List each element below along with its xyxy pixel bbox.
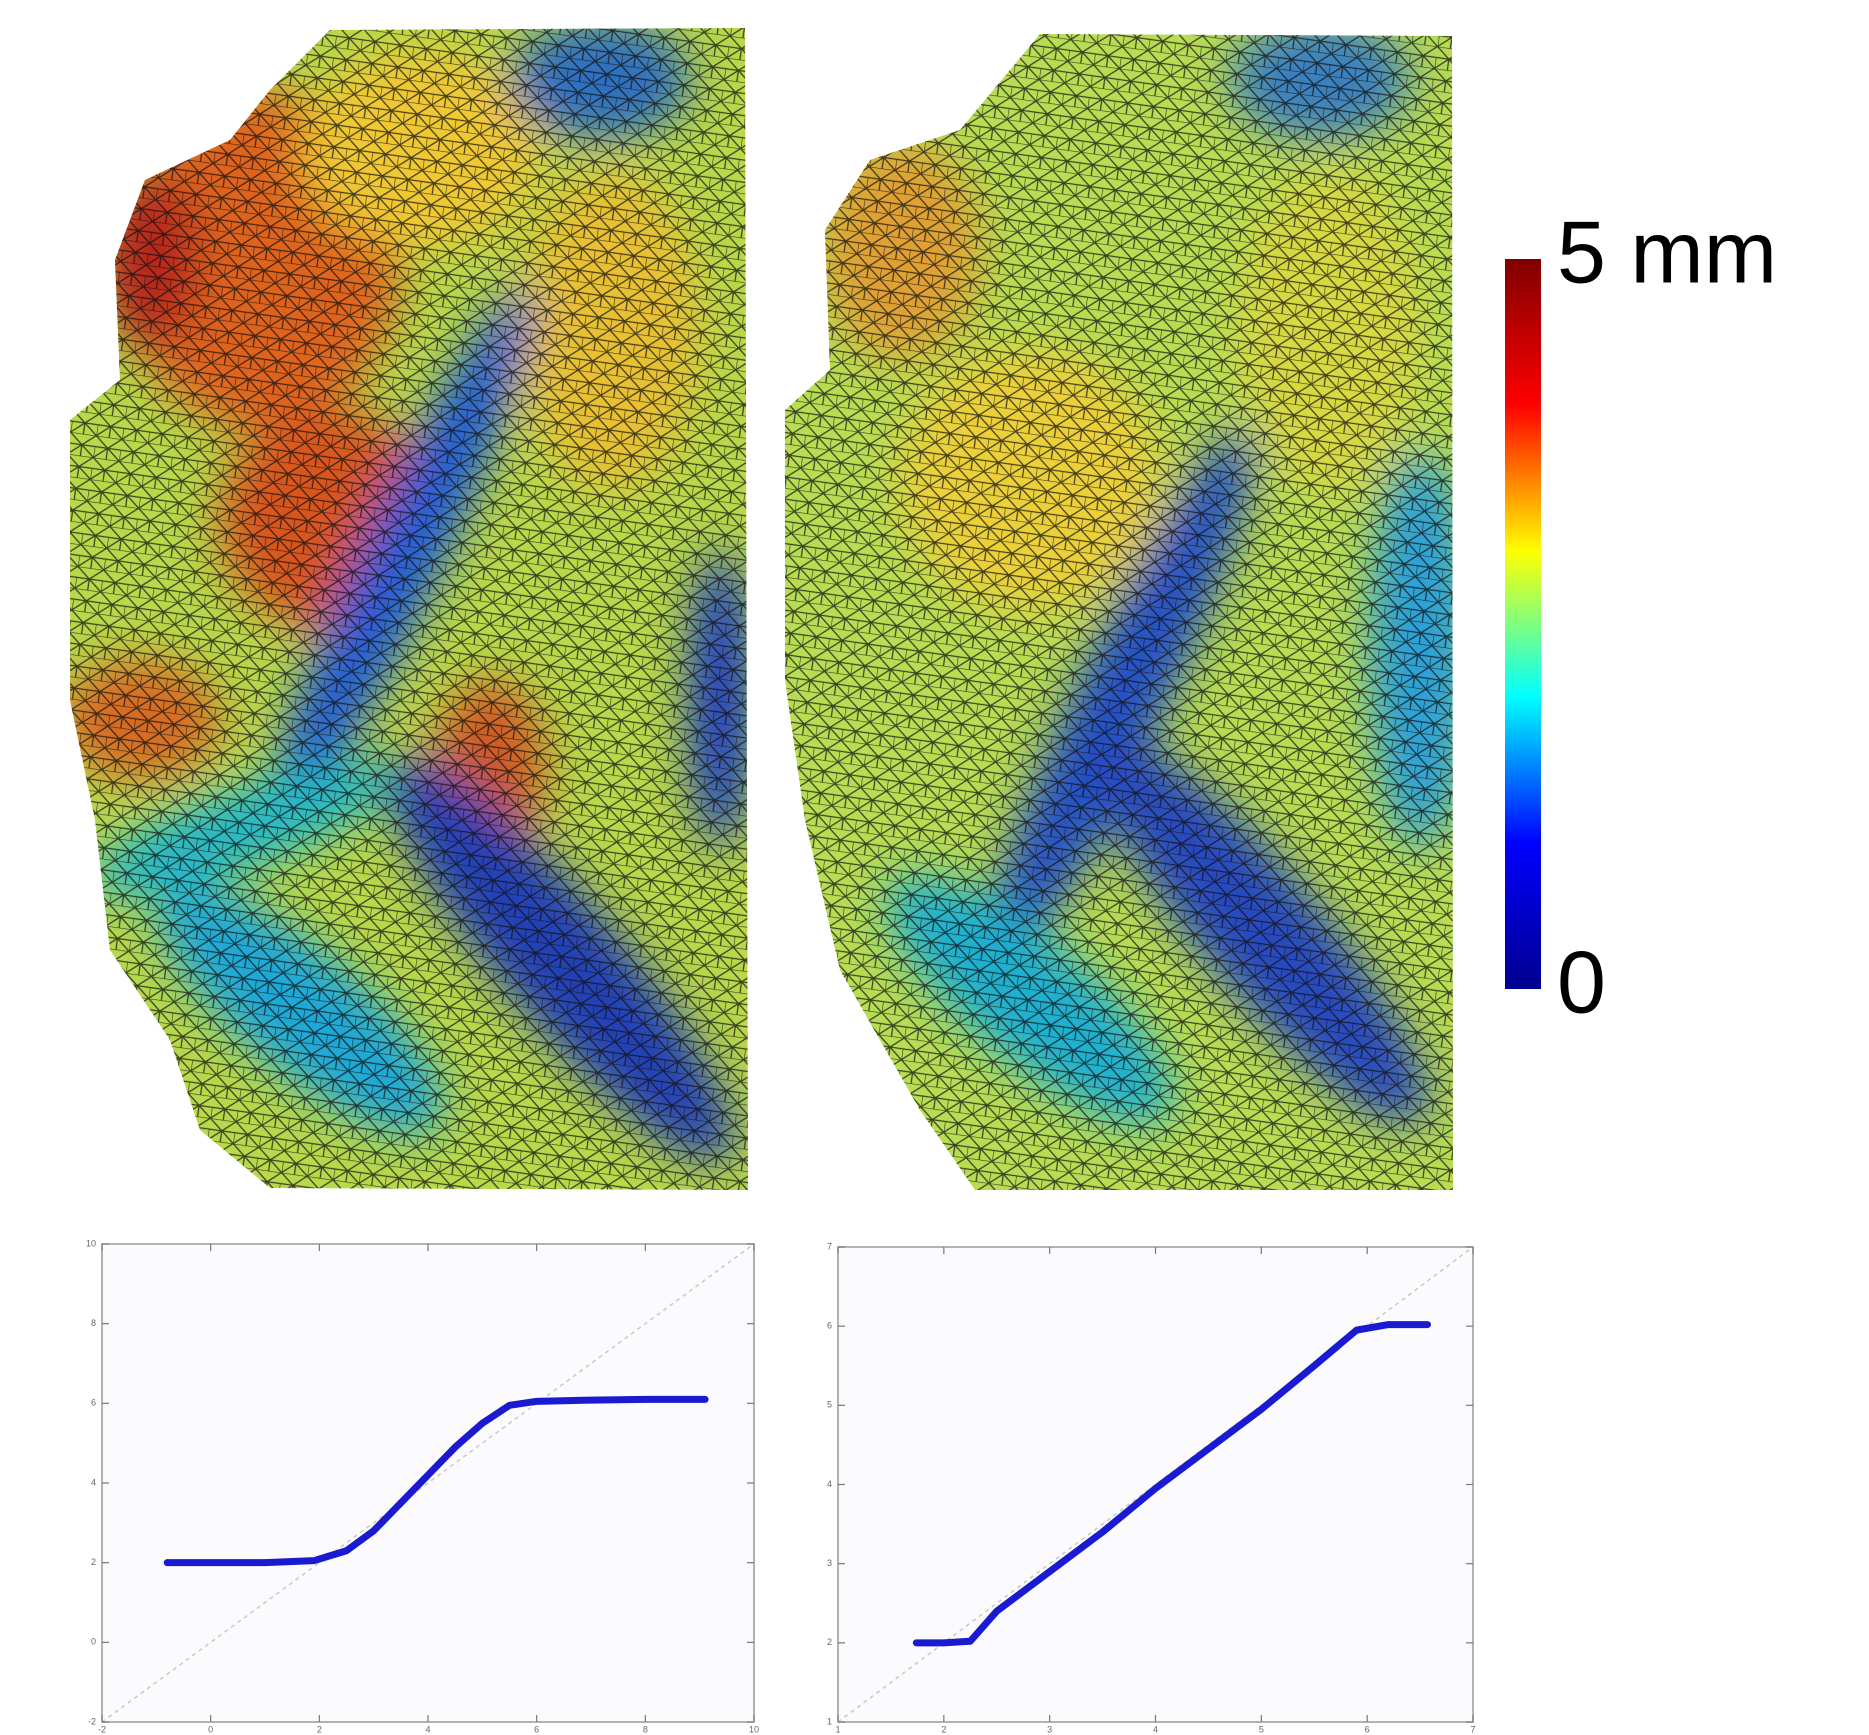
colorbar-tick-label: 5 mm	[1557, 202, 1777, 301]
y-tick-label: 2	[91, 1557, 96, 1567]
y-tick-label: 2	[827, 1637, 832, 1647]
x-tick-label: 5	[1259, 1724, 1264, 1734]
identity-line	[101, 1243, 755, 1723]
x-tick-label: 7	[1470, 1724, 1475, 1734]
brain-right	[785, 34, 1453, 1190]
x-tick-label: 4	[425, 1724, 430, 1734]
brain-left	[70, 28, 748, 1190]
y-tick-label: 1	[827, 1716, 832, 1726]
y-tick-label: 4	[827, 1479, 832, 1489]
colorbar	[1505, 259, 1541, 989]
x-tick-label: 2	[941, 1724, 946, 1734]
y-tick-label: 10	[86, 1238, 96, 1248]
data-line	[912, 1321, 1431, 1647]
y-tick-label: 0	[91, 1637, 96, 1647]
x-tick-label: 2	[317, 1724, 322, 1734]
y-tick-label: 5	[827, 1400, 832, 1410]
y-tick-label: 7	[827, 1241, 832, 1251]
data-line	[163, 1395, 709, 1567]
y-tick-label: 8	[91, 1318, 96, 1328]
y-tick-label: 4	[91, 1477, 96, 1487]
x-tick-label: 0	[208, 1724, 213, 1734]
x-tick-label: -2	[98, 1724, 106, 1734]
y-tick-label: 6	[827, 1321, 832, 1331]
y-tick-label: -2	[88, 1716, 96, 1726]
x-tick-label: 4	[1153, 1724, 1158, 1734]
x-tick-label: 8	[643, 1724, 648, 1734]
y-tick-label: 3	[827, 1558, 832, 1568]
y-tick-label: 6	[91, 1398, 96, 1408]
x-tick-label: 1	[835, 1724, 840, 1734]
x-tick-label: 3	[1047, 1724, 1052, 1734]
x-tick-label: 6	[534, 1724, 539, 1734]
x-tick-label: 10	[749, 1724, 759, 1734]
x-tick-label: 6	[1365, 1724, 1370, 1734]
colorbar-tick-label: 0	[1557, 932, 1606, 1031]
